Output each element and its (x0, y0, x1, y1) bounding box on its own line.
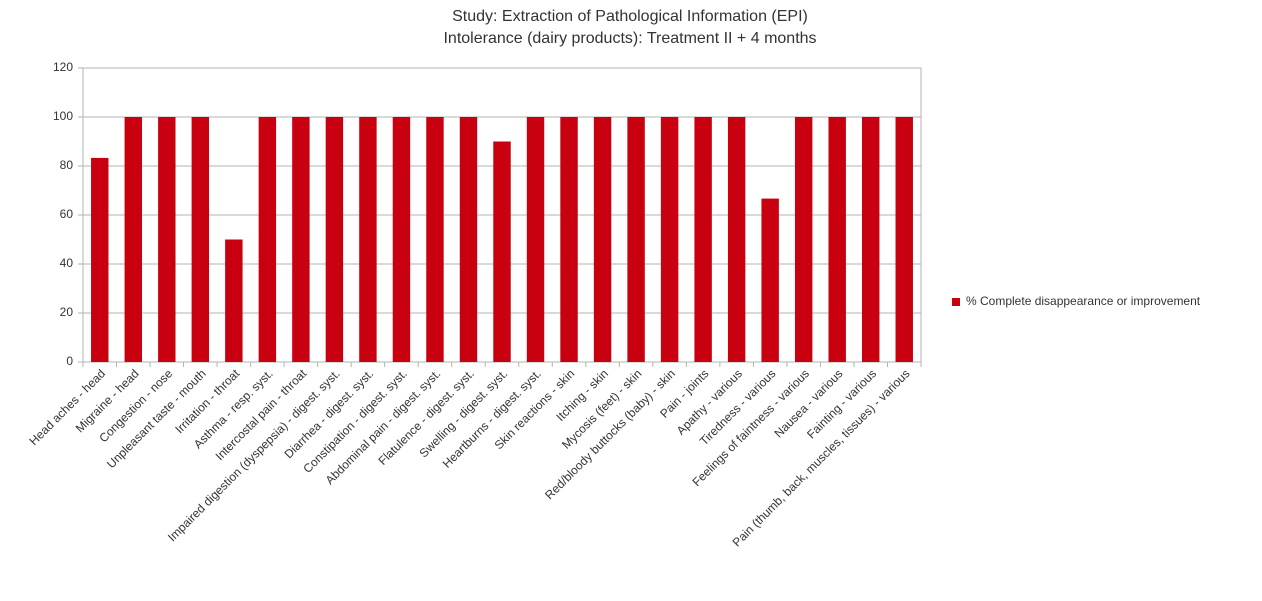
bar (761, 198, 779, 362)
bar (593, 117, 612, 362)
y-tick-label: 60 (60, 207, 74, 221)
y-tick-label: 80 (60, 158, 74, 172)
bar (493, 141, 511, 362)
bar (560, 117, 578, 362)
y-tick-label: 120 (53, 60, 73, 74)
y-tick-label: 20 (60, 305, 74, 319)
legend-label: % Complete disappearance or improvement (966, 294, 1201, 308)
bar (392, 117, 411, 362)
bar (727, 117, 746, 362)
bar (158, 117, 176, 362)
chart-title: Study: Extraction of Pathological Inform… (452, 8, 808, 25)
bar (459, 117, 478, 362)
bar (258, 117, 277, 362)
bar (426, 117, 444, 362)
y-tick-label: 100 (53, 109, 73, 123)
bar (862, 117, 880, 362)
bar (225, 239, 243, 362)
y-tick-label: 0 (66, 354, 73, 368)
bar (124, 117, 142, 362)
bar (828, 117, 846, 362)
bar (91, 157, 109, 362)
bar (794, 117, 813, 362)
y-tick-label: 40 (60, 256, 74, 270)
chart-subtitle: Intolerance (dairy products): Treatment … (443, 30, 816, 47)
bar (191, 117, 210, 362)
bar (359, 117, 377, 362)
bar (895, 117, 913, 362)
legend-swatch (952, 298, 960, 306)
bar (526, 117, 545, 362)
bar (292, 117, 310, 362)
bar (627, 117, 645, 362)
bar (694, 117, 712, 362)
bar (325, 117, 344, 362)
bar (660, 117, 679, 362)
